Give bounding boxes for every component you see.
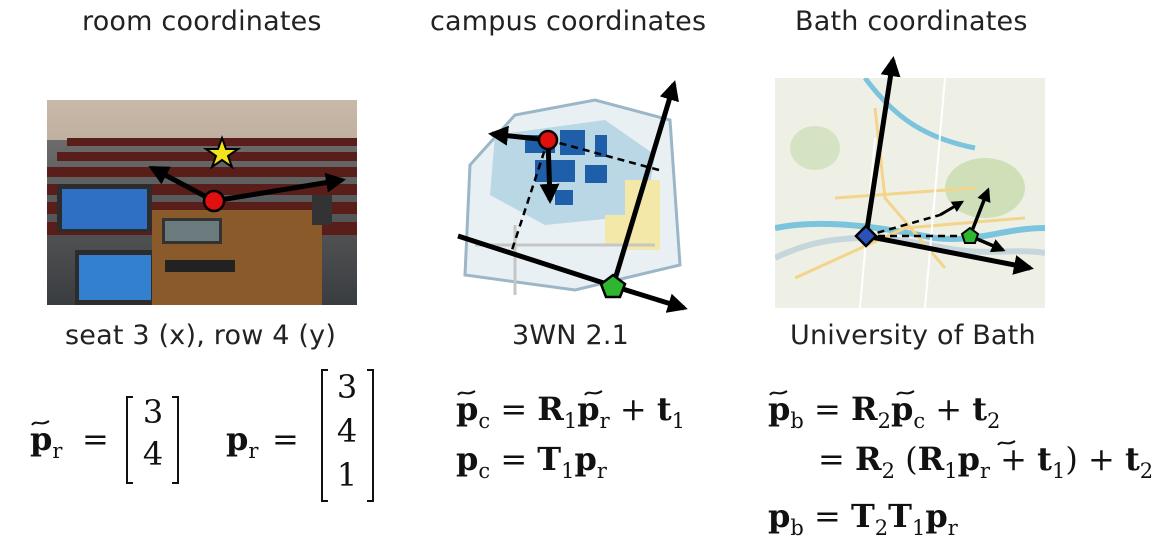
seat-star-icon — [202, 135, 242, 170]
bath-equation-2: = R2 (R1pr + t1) + t2 — [818, 440, 1154, 483]
campus-origin-marker — [599, 273, 627, 299]
room-x-axis-arrow — [213, 172, 346, 204]
room-origin-marker — [202, 189, 226, 213]
campus-x-axis-arrow — [612, 283, 688, 313]
equals-sign: = — [82, 420, 109, 458]
campus-equation-2: pc = T1pr — [456, 440, 607, 483]
campus-caption: 3WN 2.1 — [512, 320, 629, 351]
campus-eq1-tildes — [457, 390, 603, 396]
bath-origin-marker — [854, 224, 878, 248]
vector-bracket-3 — [321, 369, 374, 502]
room-y-axis-arrow — [148, 165, 216, 204]
lecture-room-photo — [47, 100, 357, 305]
bath-y-axis-arrow — [863, 56, 901, 237]
vector-entry-x: 3 — [142, 393, 164, 431]
campus-y-in-bath-arrow — [968, 187, 991, 237]
campus-equation-1: pc = R1pr + t1 — [456, 390, 685, 433]
bath-equation-3: pb = T2T1pr — [768, 497, 958, 540]
bath-caption: University of Bath — [790, 320, 1036, 351]
vector-entry-y: 4 — [336, 412, 358, 450]
vector-entry-x: 3 — [336, 368, 358, 406]
p-tilde-r-tilde — [31, 420, 50, 426]
p-tilde-r-label: pr — [30, 420, 63, 463]
room-coordinates-heading: room coordinates — [82, 6, 322, 37]
p-r-label: pr — [226, 420, 259, 463]
vector-bracket-2 — [126, 396, 179, 484]
bath-x-axis-arrow — [865, 233, 1034, 275]
vector-entry-w: 1 — [336, 456, 358, 494]
vector-entry-y: 4 — [142, 435, 164, 473]
campus-coordinates-heading: campus coordinates — [430, 6, 707, 37]
bath-eq1-tildes — [769, 390, 915, 396]
bath-coordinates-heading: Bath coordinates — [795, 6, 1028, 37]
bath-map — [775, 78, 1045, 308]
room-caption: seat 3 (x), row 4 (y) — [65, 320, 337, 351]
bath-eq2-tilde — [997, 440, 1016, 446]
campus-room-marker — [537, 129, 559, 151]
bath-equation-1: pb = R2pc + t2 — [768, 390, 1001, 433]
equals-sign: = — [272, 420, 299, 458]
bath-campus-marker — [960, 226, 980, 244]
campus-y-axis-arrow — [610, 80, 679, 287]
